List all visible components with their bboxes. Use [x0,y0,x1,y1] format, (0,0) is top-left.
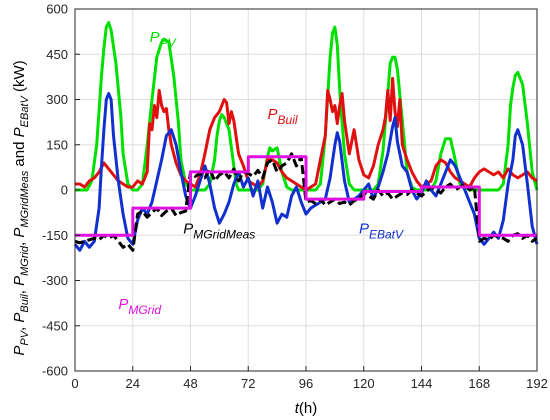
y-axis-ticks: -600 -450 -300 -150 0 150 300 450 600 [42,2,80,379]
y-tick-label: 450 [46,47,68,62]
x-tick-label: 0 [71,376,78,391]
y-tick-label: 150 [46,137,68,152]
x-tick-label: 192 [526,376,548,391]
x-tick-label: 144 [411,376,433,391]
y-tick-label: -450 [42,318,68,333]
x-tick-label: 120 [353,376,375,391]
series-lines [73,21,539,252]
series-line-mgrid [75,155,537,237]
y-axis-label: PPV, PBuil, PMGrid, PMGridMeas and PEBat… [11,60,31,355]
series-label-buil: PBuil [268,106,298,127]
x-tick-label: 168 [468,376,490,391]
series-label-pv: PPV [150,29,177,50]
x-tick-label: 96 [299,376,313,391]
y-tick-label: 300 [46,92,68,107]
series-label-mgrid: PMGrid [118,296,161,317]
series-annotations: PPV PBuil PMGridMeas PEBatV PMGrid [118,29,404,317]
y-tick-label: -300 [42,273,68,288]
x-axis-ticks: 0 24 48 72 96 120 144 168 192 [71,366,548,391]
x-tick-label: 48 [183,376,197,391]
y-tick-label: -150 [42,228,68,243]
y-tick-label: 600 [46,2,68,17]
x-tick-label: 24 [126,376,140,391]
series-label-meas: PMGridMeas [183,221,255,242]
y-tick-label: -600 [42,364,68,379]
x-axis-label: t(h) [295,400,318,417]
y-tick-label: 0 [61,183,68,198]
series-label-ebat: PEBatV [359,221,404,242]
x-tick-label: 72 [241,376,255,391]
